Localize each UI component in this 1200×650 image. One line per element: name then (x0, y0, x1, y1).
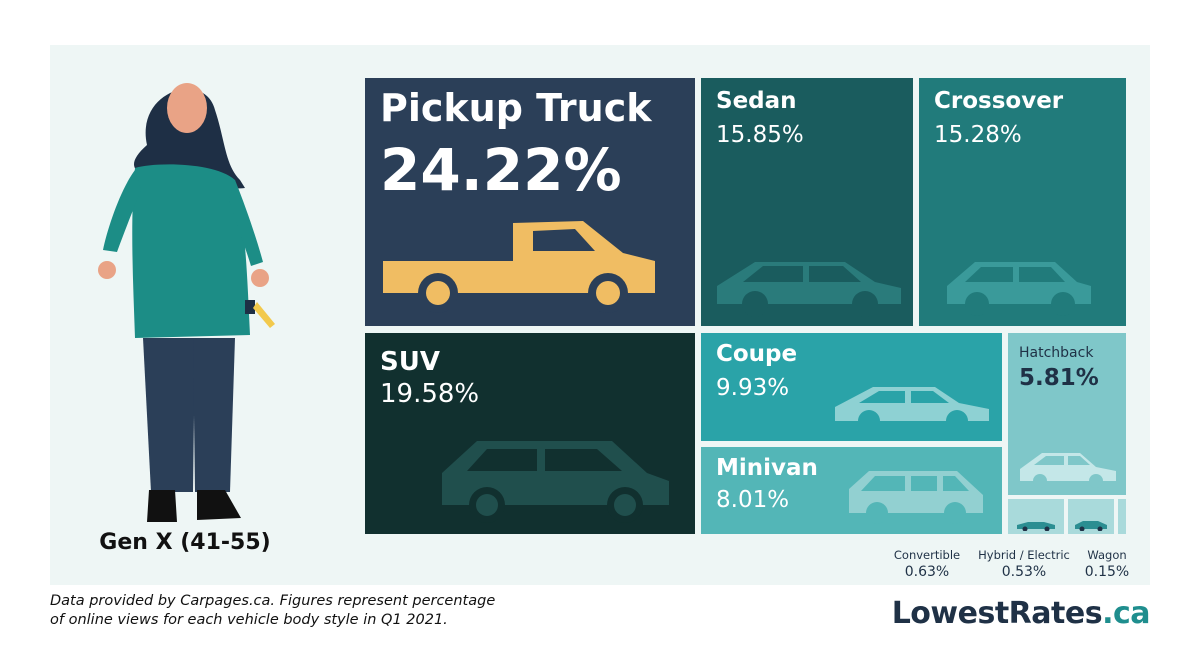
tile-value: 15.28% (934, 122, 1022, 148)
tile-coupe: Coupe 9.93% (701, 333, 1002, 441)
tile-wagon (1118, 499, 1126, 534)
tile-label: Sedan (716, 88, 797, 114)
minivan-icon (849, 471, 983, 524)
tile-label: Coupe (716, 341, 798, 367)
brand-tld: .ca (1102, 596, 1150, 631)
convertible-icon (1017, 522, 1055, 531)
tile-value: 9.93% (716, 375, 790, 401)
label-name: Hybrid / Electric (978, 548, 1070, 562)
generation-label: Gen X (41-55) (99, 530, 271, 555)
tile-hybrid-electric (1068, 499, 1114, 534)
sedan-icon (717, 262, 901, 317)
brand-name: LowestRates (891, 596, 1103, 631)
tile-label: SUV (380, 347, 440, 377)
label-value: 0.15% (1084, 564, 1130, 580)
coupe-icon (835, 387, 989, 432)
tile-hatchback: Hatchback 5.81% (1008, 333, 1126, 495)
hatchback-icon (1020, 453, 1116, 488)
label-name: Wagon (1087, 548, 1127, 562)
footnote-line-2: of online views for each vehicle body st… (50, 612, 448, 628)
suv-icon (442, 441, 669, 523)
tile-sedan: Sedan 15.85% (701, 78, 913, 326)
brand-logo: LowestRates.ca (891, 596, 1151, 631)
tile-convertible (1008, 499, 1064, 534)
person-illustration (98, 83, 275, 522)
label-value: 0.63% (904, 564, 950, 580)
tile-label: Hatchback (1019, 345, 1094, 361)
tile-pickup-truck: Pickup Truck 24.22% (365, 78, 695, 326)
tile-label: Minivan (716, 455, 818, 481)
source-footnote: Data provided by Carpages.ca. Figures re… (50, 592, 610, 630)
pickup-truck-icon (383, 221, 655, 313)
label-value: 0.53% (1001, 564, 1047, 580)
footnote-line-1: Data provided by Carpages.ca. Figures re… (50, 593, 496, 609)
tile-value: 5.81% (1019, 365, 1099, 391)
tile-crossover: Crossover 15.28% (919, 78, 1126, 326)
tile-suv: SUV 19.58% (365, 333, 695, 534)
hybrid-electric-icon (1075, 521, 1107, 531)
label-hybrid-electric: Hybrid / Electric 0.53% (972, 548, 1076, 580)
crossover-icon (947, 262, 1091, 316)
tile-label: Pickup Truck (380, 86, 652, 130)
tile-label: Crossover (934, 88, 1064, 114)
tile-minivan: Minivan 8.01% (701, 447, 1002, 534)
tile-value: 8.01% (716, 487, 790, 513)
tile-value: 19.58% (380, 379, 480, 409)
tile-value: 15.85% (716, 122, 804, 148)
label-convertible: Convertible 0.63% (882, 548, 972, 580)
label-wagon: Wagon 0.15% (1078, 548, 1136, 580)
label-name: Convertible (893, 548, 961, 562)
tile-value: 24.22% (380, 136, 622, 204)
